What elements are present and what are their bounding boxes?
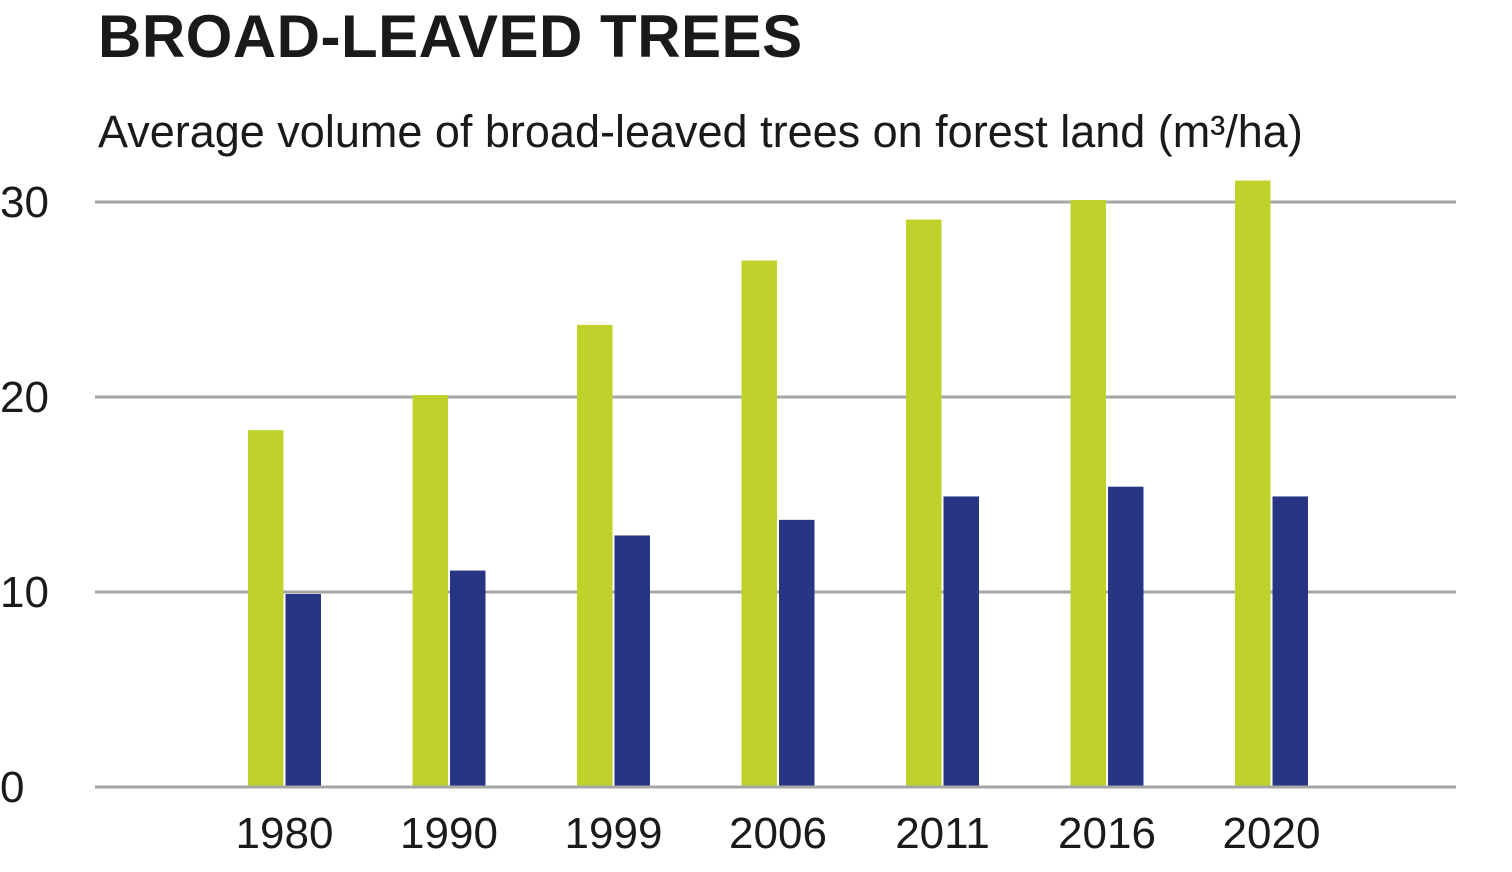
bar-1990-series-2 (450, 570, 486, 787)
x-tick-label: 1990 (400, 809, 498, 858)
x-tick-label: 1999 (565, 809, 663, 858)
y-tick-label: 10 (0, 568, 49, 617)
y-tick-label: 0 (0, 763, 24, 812)
y-axis-ticks: 0 10 20 30 (0, 178, 49, 812)
y-tick-label: 30 (0, 178, 49, 227)
x-tick-label: 2011 (895, 809, 990, 858)
bar-1999-series-2 (614, 535, 650, 787)
bar-2016-series-2 (1108, 486, 1144, 787)
bar-2016-series-1 (1070, 200, 1106, 788)
bars (95, 180, 1456, 789)
bar-2020-series-2 (1272, 496, 1308, 787)
y-tick-label: 20 (0, 373, 49, 422)
bar-1990-series-1 (412, 395, 448, 787)
chart-title: BROAD-LEAVED TREES (98, 3, 803, 70)
x-tick-label: 1980 (236, 809, 334, 858)
bar-2006-series-1 (741, 260, 777, 787)
x-tick-label: 2016 (1058, 809, 1156, 858)
x-tick-label: 2020 (1223, 809, 1321, 858)
bar-1999-series-1 (577, 324, 613, 787)
chart-subtitle: Average volume of broad-leaved trees on … (98, 106, 1303, 157)
bar-2011-series-1 (906, 219, 942, 788)
bar-2011-series-2 (943, 496, 979, 787)
x-axis-ticks: 1980 1990 1999 2006 2011 2016 2020 (236, 809, 1321, 858)
bar-2020-series-1 (1235, 180, 1271, 788)
x-tick-label: 2006 (729, 809, 827, 858)
bar-1980-series-2 (285, 593, 321, 787)
bar-2006-series-2 (779, 519, 815, 787)
bar-1980-series-1 (248, 430, 284, 787)
